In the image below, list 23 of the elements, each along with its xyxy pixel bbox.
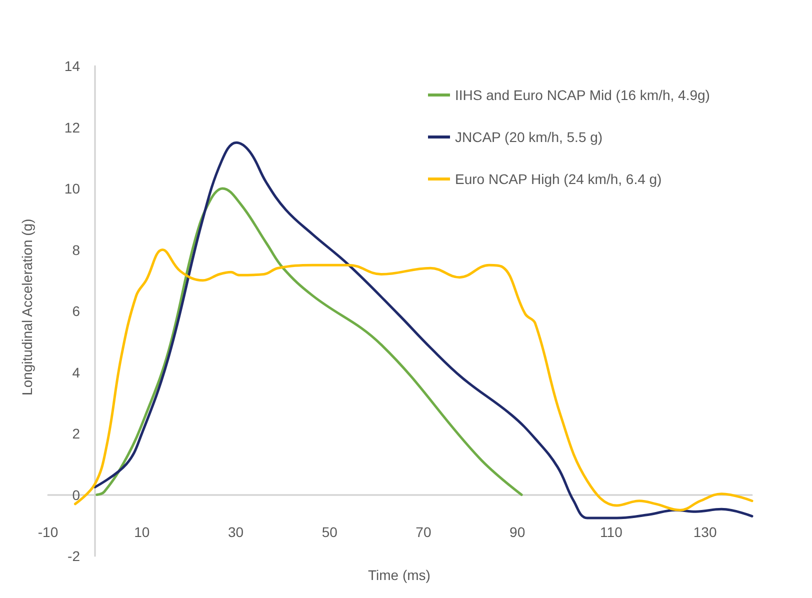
x-tick-label: -10 [38,524,58,540]
x-tick-label: 130 [693,524,717,540]
legend-label: IIHS and Euro NCAP Mid (16 km/h, 4.9g) [455,87,710,103]
x-tick-label: 90 [510,524,526,540]
y-tick-label: 14 [64,58,80,74]
y-tick-label: 8 [72,242,80,258]
y-tick-label: 2 [72,426,80,442]
y-axis-title: Longitudinal Acceleration (g) [19,218,35,396]
line-series [96,187,523,496]
y-tick-label: 0 [72,486,80,503]
x-tick-label: 50 [322,524,338,540]
legend-label: Euro NCAP High (24 km/h, 6.4 g) [455,171,662,187]
x-tick-label: 70 [416,524,432,540]
y-tick-label: 4 [72,364,80,380]
y-tick-label: 12 [64,119,80,136]
y-tick-label: 10 [64,180,80,196]
y-tick-label: -2 [68,548,80,564]
x-tick-label: 110 [600,524,623,540]
x-tick-label: 10 [134,524,150,540]
legend-label: JNCAP (20 km/h, 5.5 g) [455,129,603,145]
x-tick-label: 30 [228,524,244,540]
y-tick-label: 6 [72,303,80,319]
x-axis-title: Time (ms) [368,567,430,583]
